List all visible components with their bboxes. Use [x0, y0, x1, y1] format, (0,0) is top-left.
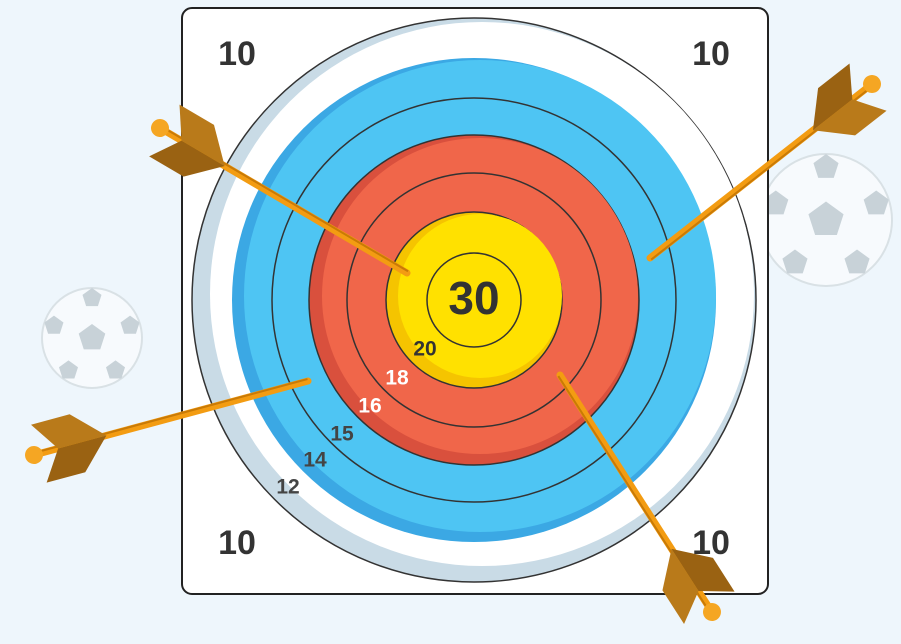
center-score: 30 — [448, 272, 499, 324]
ring-score: 16 — [358, 395, 381, 418]
corner-score: 10 — [692, 35, 730, 73]
archery-scene: 10 10 10 10 30 20 18 16 15 14 12 — [0, 0, 901, 644]
soccer-ball — [42, 288, 142, 388]
ring-score: 15 — [330, 423, 354, 446]
ring-score: 14 — [303, 449, 327, 472]
ring-score: 18 — [385, 367, 409, 390]
corner-score: 10 — [218, 35, 256, 73]
ring-score: 20 — [413, 338, 436, 361]
soccer-ball — [760, 154, 892, 286]
ring-score: 12 — [276, 476, 299, 499]
corner-score: 10 — [218, 524, 256, 562]
